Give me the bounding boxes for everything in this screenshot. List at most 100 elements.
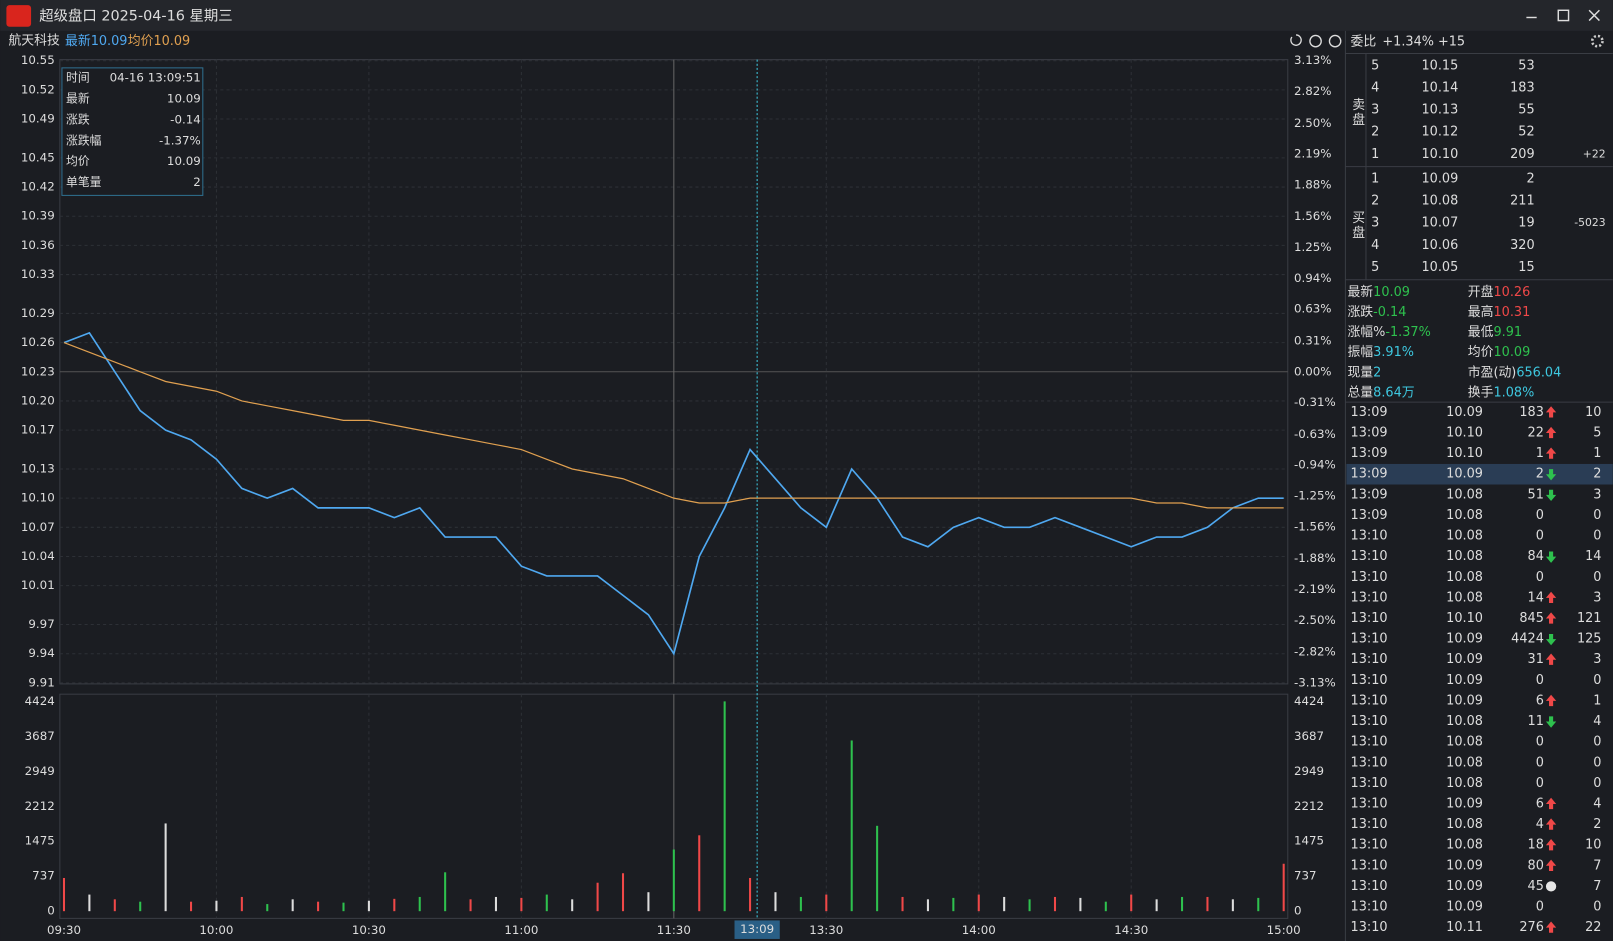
trade-count: 4	[1593, 796, 1601, 811]
quote-value: 10.26	[1493, 285, 1530, 300]
volume-bar	[62, 877, 66, 912]
y-tick-label: 10.42	[21, 180, 55, 194]
trade-count: 0	[1593, 900, 1601, 915]
down-arrow	[1545, 469, 1557, 481]
book-level: 4	[1371, 238, 1379, 253]
volume-bar	[367, 900, 370, 912]
trade-volume: 4	[1536, 817, 1544, 832]
reset-button[interactable]	[1290, 34, 1302, 46]
volume-bar	[1282, 863, 1285, 912]
trade-volume: 276	[1519, 920, 1544, 935]
y2-tick-label: 3687	[1294, 729, 1324, 743]
volume-bar	[621, 873, 625, 912]
y-tick-label: 10.01	[21, 578, 55, 592]
trade-count: 10	[1585, 405, 1601, 420]
y-tick-label: 2212	[25, 799, 55, 813]
quote-item: 最低9.91	[1468, 325, 1522, 340]
trade-volume: 0	[1536, 755, 1544, 770]
volume-bar	[494, 896, 497, 912]
quote-item: 市盈(动)656.04	[1468, 364, 1562, 380]
maximize-button[interactable]	[1557, 9, 1570, 22]
trade-time: 13:09	[1351, 405, 1388, 420]
book-change: -5023	[1574, 216, 1605, 229]
quote-label: 市盈(动)	[1468, 364, 1517, 380]
trade-volume: 0	[1536, 529, 1544, 544]
trade-count: 1	[1593, 693, 1601, 708]
app-logo[interactable]	[6, 5, 32, 27]
volume-bar	[240, 896, 243, 912]
volume-bar	[1231, 899, 1234, 912]
volume-bar	[520, 897, 523, 912]
cursor-box	[734, 920, 780, 939]
quote-value: 656.04	[1516, 365, 1561, 380]
trade-volume: 22	[1528, 426, 1544, 441]
volume-bar	[1053, 896, 1057, 912]
book-level: 3	[1371, 103, 1379, 118]
legend-avg: 均价10.09	[128, 34, 190, 49]
trade-price: 10.09	[1446, 858, 1483, 873]
zoom-out-button[interactable]	[1328, 34, 1342, 48]
trade-volume: 31	[1528, 652, 1544, 667]
trade-time: 13:10	[1351, 838, 1388, 853]
y-tick-label: 10.23	[21, 364, 55, 378]
trade-count: 0	[1593, 735, 1601, 750]
trade-price: 10.08	[1446, 590, 1483, 605]
trade-volume: 51	[1528, 487, 1544, 502]
chart-tools	[1290, 34, 1342, 48]
legend-name: 最新	[65, 33, 91, 49]
y-tick-label: 10.49	[21, 112, 55, 126]
trade-volume: 0	[1536, 735, 1544, 750]
up-arrow	[1545, 447, 1557, 459]
trade-time: 13:10	[1351, 900, 1388, 915]
trade-price: 10.09	[1446, 796, 1483, 811]
y2-tick-label: 2.19%	[1294, 147, 1332, 161]
close-button[interactable]	[1588, 9, 1600, 22]
legend-value: 10.09	[153, 34, 190, 49]
volume-bar	[215, 900, 218, 912]
quote-item: 均价10.09	[1468, 345, 1530, 360]
volume-bar	[825, 894, 828, 912]
trade-volume: 0	[1536, 673, 1544, 688]
quote-item: 最高10.31	[1468, 304, 1530, 320]
book-volume: 211	[1510, 194, 1535, 209]
volume-bar	[545, 894, 548, 912]
trade-count: 7	[1593, 858, 1601, 873]
up-arrow	[1545, 921, 1557, 933]
quote-item: 振幅3.91%	[1347, 345, 1414, 360]
book-price: 10.12	[1421, 125, 1458, 140]
cursor-label: 13:09	[740, 922, 774, 936]
book-volume: 2	[1526, 171, 1534, 186]
book-level: 4	[1371, 80, 1379, 95]
y-tick-label: 10.33	[21, 267, 55, 281]
y-tick-label: 10.13	[21, 461, 55, 475]
up-arrow	[1545, 426, 1557, 439]
down-arrow	[1545, 489, 1557, 502]
trade-price: 10.09	[1446, 693, 1483, 708]
trade-time: 13:10	[1351, 570, 1388, 585]
book-price: 10.14	[1421, 80, 1458, 95]
trade-price: 10.09	[1446, 632, 1483, 647]
book-price: 10.13	[1421, 103, 1458, 118]
trade-time: 13:10	[1351, 673, 1388, 688]
trade-price: 10.08	[1446, 529, 1483, 544]
trade-time: 13:10	[1351, 755, 1388, 770]
quote-item: 涨幅%-1.37%	[1347, 325, 1430, 340]
volume-bar	[1181, 896, 1184, 912]
trade-count: 14	[1585, 549, 1601, 564]
quote-label: 最新	[1347, 284, 1373, 300]
trade-price: 10.08	[1446, 838, 1483, 853]
quote-item: 换手1.08%	[1468, 385, 1535, 400]
quote-label: 振幅	[1347, 345, 1373, 360]
zoom-in-button[interactable]	[1309, 34, 1322, 48]
volume-bar	[977, 894, 980, 912]
x-tick-label: 14:30	[1114, 923, 1148, 937]
book-change: +22	[1583, 147, 1606, 160]
book-level: 2	[1371, 194, 1379, 209]
trade-count: 0	[1593, 570, 1601, 585]
ratio-label: 委比	[1351, 35, 1377, 50]
window-title: 超级盘口 2025-04-16 星期三	[39, 6, 232, 24]
trade-count: 125	[1577, 632, 1602, 647]
stock-name: 航天科技	[8, 33, 60, 49]
settings-button[interactable]	[1590, 34, 1604, 48]
